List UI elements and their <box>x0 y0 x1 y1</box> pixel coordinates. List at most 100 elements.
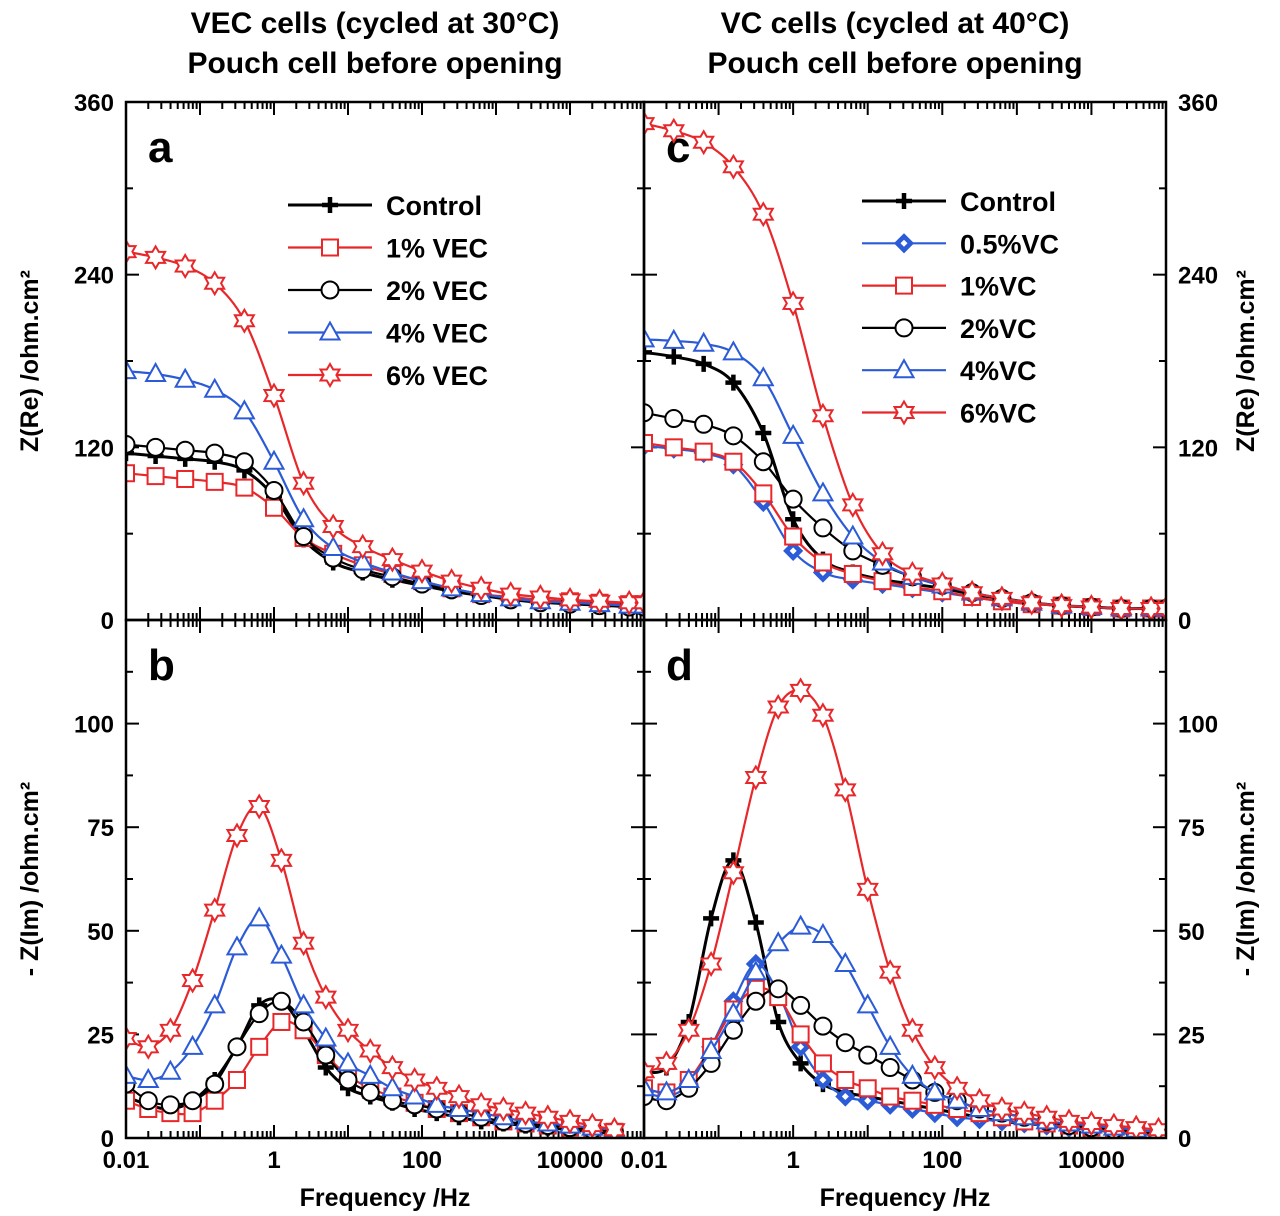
data-point <box>923 1054 947 1081</box>
data-point <box>381 1054 404 1081</box>
panel-title: VC cells (cycled at 40°C) <box>721 7 1070 40</box>
data-point <box>336 1017 360 1044</box>
data-point <box>746 991 766 1011</box>
data-point <box>514 1100 537 1127</box>
y-axis-label: - Z(Im) /ohm.cm² <box>1232 782 1260 976</box>
data-point <box>492 1096 515 1122</box>
data-point <box>183 1091 203 1111</box>
data-point <box>358 1038 382 1064</box>
data-point <box>381 1076 404 1097</box>
legend-entry: Control <box>386 191 482 221</box>
panel-label: b <box>148 641 175 690</box>
data-point <box>792 1055 809 1072</box>
data-point <box>781 290 805 317</box>
data-point <box>665 348 682 365</box>
data-point <box>272 1012 291 1031</box>
data-point <box>146 467 165 486</box>
data-point <box>440 568 463 595</box>
data-point <box>811 402 835 429</box>
data-point <box>469 1091 493 1118</box>
data-point <box>858 1079 877 1098</box>
data-point <box>990 1095 1014 1123</box>
data-point <box>580 1112 604 1138</box>
data-point <box>873 572 892 591</box>
data-point <box>783 489 803 509</box>
data-point <box>425 1092 448 1113</box>
data-point <box>836 1070 855 1089</box>
data-point <box>203 270 226 297</box>
data-point <box>138 1091 158 1111</box>
data-point <box>292 993 315 1014</box>
series-line <box>126 370 644 607</box>
data-point <box>250 1037 269 1056</box>
legend-marker <box>321 238 339 257</box>
y-tick-label: 25 <box>87 1022 114 1049</box>
y-tick-label: 0 <box>1178 608 1191 635</box>
data-point <box>811 922 835 943</box>
data-point <box>126 1091 135 1110</box>
data-point <box>766 694 790 720</box>
data-point <box>351 533 374 560</box>
data-point <box>264 481 284 500</box>
data-point <box>753 452 773 472</box>
data-point <box>1147 1116 1166 1138</box>
data-point <box>791 1025 810 1044</box>
legend-entry: 1% VEC <box>386 234 488 264</box>
data-point <box>126 445 134 462</box>
y-tick-label: 120 <box>1178 435 1218 462</box>
data-point <box>901 1017 924 1044</box>
legend-marker <box>892 399 916 426</box>
data-point <box>784 527 803 546</box>
data-point <box>294 1012 314 1032</box>
data-point <box>292 470 315 497</box>
data-point <box>644 327 656 348</box>
series-2-vec <box>126 434 644 617</box>
data-point <box>744 960 768 981</box>
data-point <box>791 995 811 1015</box>
x-tick-label: 10000 <box>1058 1147 1125 1174</box>
x-tick-label: 10000 <box>537 1147 604 1174</box>
legend-entry: 6%VC <box>960 399 1037 429</box>
data-point <box>722 340 745 361</box>
data-point <box>692 331 715 352</box>
y-tick-label: 75 <box>1178 815 1205 842</box>
y-tick-label: 100 <box>1178 712 1218 739</box>
series-6-vc <box>644 110 1166 620</box>
data-point <box>314 1026 337 1047</box>
data-point <box>173 253 197 279</box>
y-tick-label: 0 <box>101 608 114 635</box>
y-axis-label: Z(Re) /ohm.cm² <box>1232 270 1260 452</box>
data-point <box>644 1076 656 1097</box>
data-point <box>945 1075 969 1102</box>
data-point <box>225 822 249 849</box>
data-point <box>644 110 656 137</box>
series-line <box>644 858 1159 1136</box>
x-tick-label: 1 <box>267 1147 280 1174</box>
data-point <box>126 238 138 265</box>
data-point <box>834 776 857 803</box>
data-point <box>655 1050 678 1077</box>
y-tick-label: 360 <box>1178 90 1218 117</box>
data-point <box>359 1063 382 1084</box>
series-6-vec <box>126 793 626 1138</box>
data-point <box>644 434 653 453</box>
data-point <box>410 558 434 585</box>
series-line <box>126 250 644 604</box>
data-point-center <box>864 1097 872 1105</box>
data-point <box>724 452 743 471</box>
data-point <box>558 1108 582 1135</box>
legend-c: Control 0.5%VC 1%VC 2%VC 4%VC 6%VC <box>862 187 1059 429</box>
legend-marker <box>318 362 342 388</box>
data-point <box>722 859 745 886</box>
data-point <box>768 979 788 999</box>
y-tick-label: 360 <box>74 90 114 117</box>
data-point <box>677 1017 701 1044</box>
legend-marker <box>896 193 912 209</box>
legend-entry: 2% VEC <box>386 276 488 306</box>
data-point <box>499 581 522 608</box>
data-point <box>205 1074 225 1094</box>
x-tick-label: 0.01 <box>621 1147 668 1174</box>
data-point <box>136 1033 160 1060</box>
data-point <box>694 442 713 461</box>
legend-marker-center <box>900 239 908 247</box>
